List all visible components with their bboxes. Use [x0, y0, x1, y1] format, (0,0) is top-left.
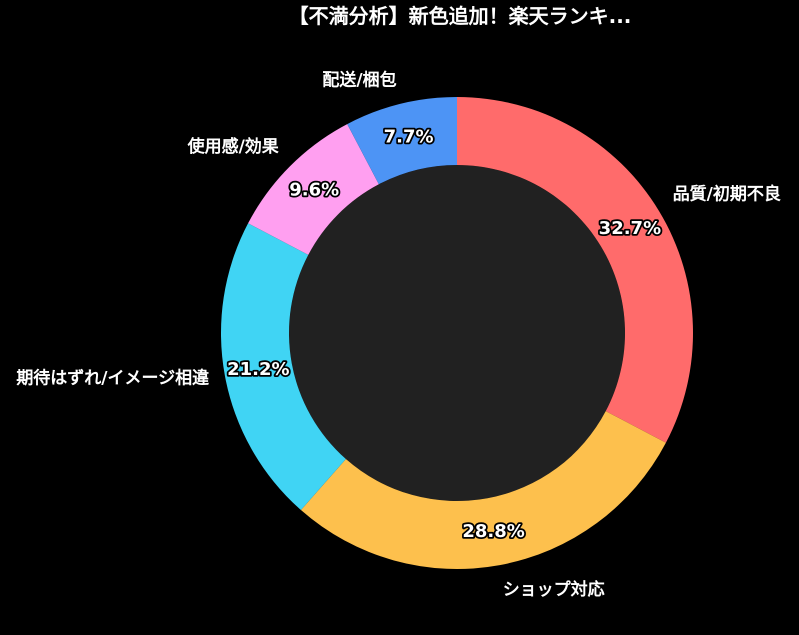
slice-category-label-2: 期待はずれ/イメージ相違: [16, 368, 209, 389]
slice-category-label-3: 使用感/効果: [187, 136, 279, 157]
pie-slice-2[interactable]: [221, 223, 346, 511]
slice-value-label-1: 28.8%: [462, 521, 524, 542]
slice-value-label-0: 32.7%: [599, 218, 661, 239]
chart-title: 【不満分析】新色追加！楽天ランキ...: [288, 4, 632, 28]
slice-value-label-2: 21.2%: [227, 359, 289, 380]
slice-category-label-4: 配送/梱包: [322, 69, 396, 90]
slice-category-label-0: 品質/初期不良: [673, 184, 781, 205]
slice-value-label-4: 7.7%: [384, 126, 434, 147]
pie-slice-4[interactable]: [347, 97, 457, 185]
donut-hole: [289, 165, 625, 501]
slice-category-label-1: ショップ対応: [503, 579, 605, 600]
pie-slice-0[interactable]: [457, 97, 693, 443]
slice-value-label-3: 9.6%: [289, 180, 339, 201]
pie-slice-1[interactable]: [300, 411, 666, 570]
pie-slice-3[interactable]: [248, 124, 379, 255]
